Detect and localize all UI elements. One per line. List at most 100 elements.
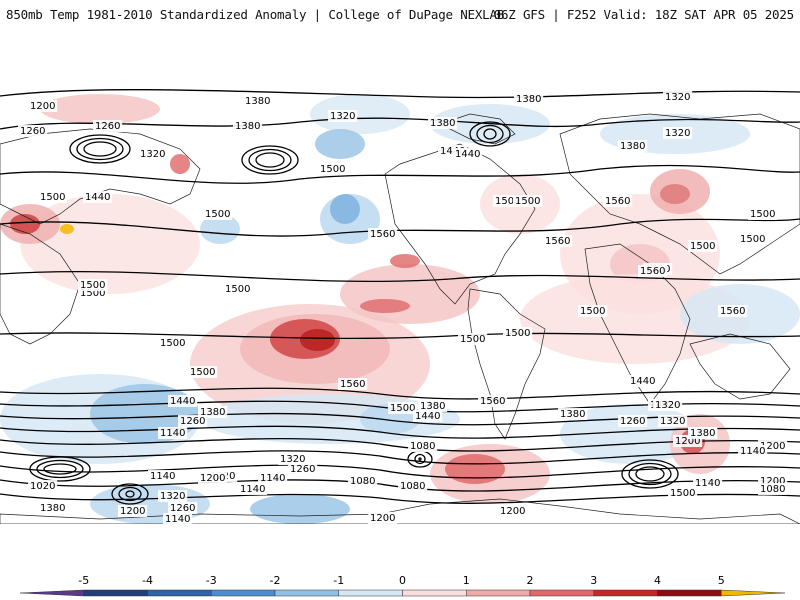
contour-label-bg [203, 208, 233, 220]
height-contour [0, 425, 800, 439]
contour-ring [476, 124, 504, 144]
contour-label: 1320 [660, 416, 685, 427]
contour-label: 1260 [290, 464, 315, 475]
contour-label-bg [418, 400, 448, 412]
contour-label-bg [38, 502, 68, 514]
contour-label-bg [668, 487, 698, 499]
contour-label-bg [78, 279, 108, 291]
contour-label-bg [738, 233, 768, 245]
contour-label: 1200 [760, 476, 785, 487]
colorbar-tick-label: 5 [718, 574, 725, 587]
contour-label-bg [318, 163, 348, 175]
contour-label: 1200 [370, 513, 395, 524]
contour-label: 1380 [620, 141, 645, 152]
contour-label: 1500 [515, 196, 540, 207]
contour-label: 1500 [160, 338, 185, 349]
colorbar-segment [657, 589, 722, 597]
contour-label: 1440 [170, 396, 195, 407]
contour-label-bg [368, 228, 398, 240]
contour-label-bg [163, 513, 193, 524]
contour-label-bg [258, 472, 288, 484]
coastline [689, 333, 791, 400]
contour-label-bg [758, 483, 788, 495]
contour-label: 1560 [640, 266, 665, 277]
contour-label-bg [28, 480, 58, 492]
colorbar-segment [529, 589, 594, 597]
contour-label: 1500 [740, 234, 765, 245]
contour-label-bg [398, 480, 428, 492]
contour-label: 1080 [350, 476, 375, 487]
colorbar-segment [402, 589, 467, 597]
contour-label: 1140 [695, 478, 720, 489]
colorbar-segment [466, 589, 531, 597]
contour-label: 1560 [340, 379, 365, 390]
contour-label: 1440 [85, 192, 110, 203]
contour-label: 1440 [415, 411, 440, 422]
colorbar-segment [338, 589, 403, 597]
contour-label: 1140 [150, 471, 175, 482]
contour-label-bg [408, 440, 438, 452]
contour-label-bg [688, 427, 718, 439]
contour-label-bg [18, 125, 48, 137]
anomaly-blob [390, 254, 420, 268]
anomaly-blob [340, 264, 480, 324]
contour-ring [635, 466, 665, 482]
contour-label: 1500 [205, 209, 230, 220]
contour-label: 1380 [420, 401, 445, 412]
contour-label: 1140 [160, 428, 185, 439]
contour-label-bg [653, 399, 683, 411]
contour-label-bg [368, 512, 398, 524]
contour-label: 1200 [200, 473, 225, 484]
height-contour [0, 332, 800, 340]
contour-label: 1260 [20, 126, 45, 137]
contour-label: 1080 [410, 441, 435, 452]
anomaly-blob [40, 94, 160, 124]
contour-label-bg [748, 208, 778, 220]
contour-label-bg [118, 505, 148, 517]
coastline [439, 113, 516, 145]
contour-label-bg [693, 477, 723, 489]
contour-label-bg [388, 402, 418, 414]
contour-label-bg [688, 240, 718, 252]
height-contour [0, 218, 800, 237]
contour-label-bg [288, 463, 318, 475]
anomaly-blob [200, 214, 240, 244]
contour-label-bg [348, 475, 378, 487]
contour-ring [125, 490, 135, 498]
color-scale: -5 -4 -3 -2 -1 0 1 2 3 4 5 [19, 574, 786, 597]
colorbar-segment [211, 589, 276, 597]
contour-label: 1020 [30, 481, 55, 492]
colorbar-segment [721, 589, 786, 597]
contour-label: 1440 [455, 149, 480, 160]
contour-label: 1380 [40, 503, 65, 514]
contour-ring [469, 121, 511, 147]
contour-label-bg [38, 191, 68, 203]
contour-ring [83, 141, 117, 157]
contour-ring [111, 483, 149, 505]
height-contour [0, 412, 800, 426]
contour-label-bg [188, 366, 218, 378]
contour-label-bg [638, 265, 668, 277]
contour-label: 1500 [390, 403, 415, 414]
anomaly-blob [660, 184, 690, 204]
contour-label: 1500 [320, 164, 345, 175]
contour-ring [621, 459, 679, 489]
contour-ring [255, 152, 285, 168]
contour-label: 1560 [480, 396, 505, 407]
contour-ring [241, 145, 299, 175]
anomaly-blob [10, 214, 40, 234]
contour-label: 1260 [620, 416, 645, 427]
contour-label: 1500 [190, 367, 215, 378]
colorbar-tick-label: -5 [78, 574, 89, 587]
contour-ring [43, 463, 77, 475]
contour-label: 1140 [260, 473, 285, 484]
contour-ring [414, 453, 426, 465]
contour-label-bg [478, 395, 508, 407]
contour-label: 1200 [30, 101, 55, 112]
coastline [559, 113, 800, 275]
contour-label: 1500 [460, 334, 485, 345]
anomaly-blob [170, 154, 190, 174]
colorbar-segment [83, 589, 148, 597]
contour-ring [29, 456, 91, 482]
